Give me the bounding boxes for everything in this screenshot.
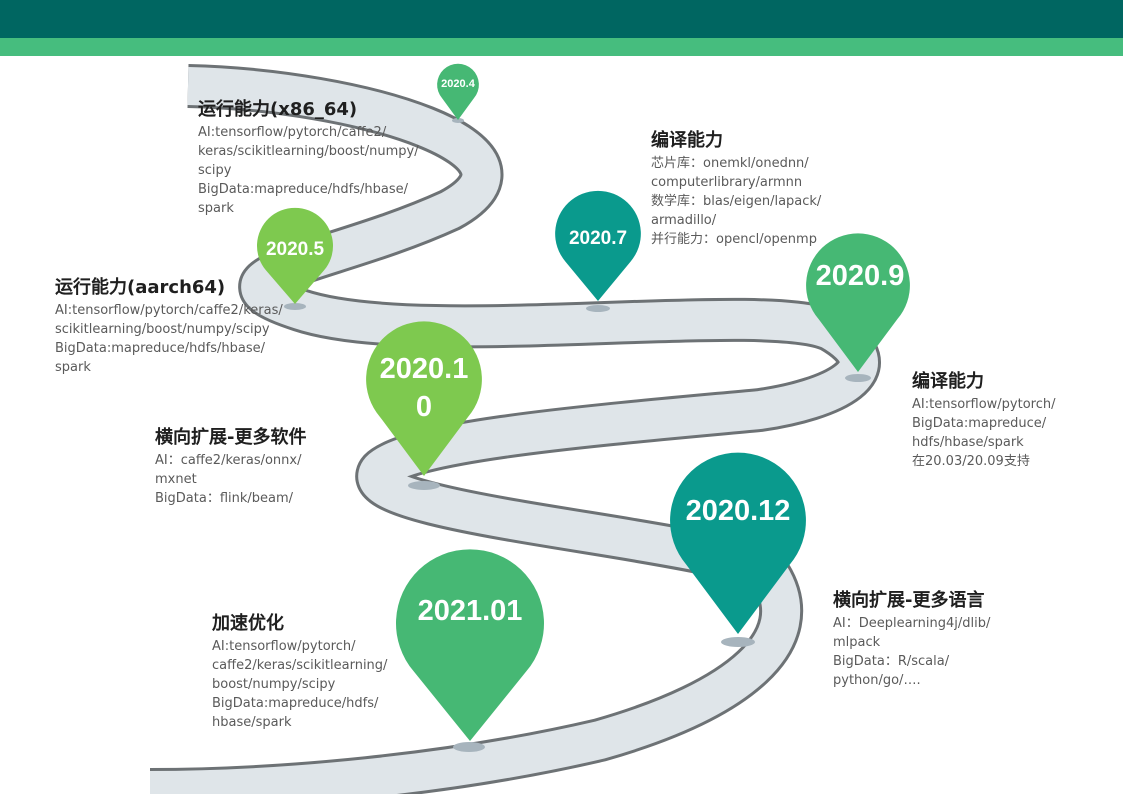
note-acceleration: 加速优化 AI:tensorflow/pytorch/ caffe2/keras…: [212, 613, 387, 732]
pin-shadow: [586, 305, 610, 312]
note-title: 横向扩展-更多语言: [833, 590, 985, 611]
milestone-pin-2020-5: 2020.5: [257, 207, 333, 304]
pin-shadow: [721, 637, 755, 647]
pin-shadow: [453, 742, 485, 752]
note-line: BigData:mapreduce/hdfs/hbase/: [198, 182, 408, 197]
milestone-label: 2020.7: [568, 228, 628, 249]
milestone-pin-2020-12: 2020.12: [670, 452, 806, 634]
note-line: BigData：R/scala/: [833, 654, 950, 669]
note-compile-libs: 编译能力 芯片库：onemkl/onednn/ computerlibrary/…: [651, 130, 821, 249]
note-line: scipy: [198, 163, 232, 178]
note-line: 并行能力：opencl/openmp: [651, 232, 817, 247]
note-line: BigData:mapreduce/hdfs/: [212, 696, 379, 711]
pin-shadow: [284, 303, 306, 310]
note-title: 加速优化: [212, 613, 284, 634]
note-runtime-x86: 运行能力(x86_64) AI:tensorflow/pytorch/caffe…: [198, 99, 419, 218]
note-runtime-aarch64: 运行能力(aarch64) AI:tensorflow/pytorch/caff…: [55, 277, 283, 377]
pin-shadow: [452, 118, 464, 123]
note-line: BigData：flink/beam/: [155, 491, 294, 506]
milestone-label: 2020.4: [441, 78, 475, 90]
note-line: AI:tensorflow/pytorch/: [912, 397, 1056, 412]
milestone-pin-2020-4: 2020.4: [437, 63, 479, 120]
note-title: 横向扩展-更多软件: [155, 427, 307, 448]
note-title: 编译能力: [651, 130, 723, 151]
pin-shadow: [408, 481, 440, 490]
milestone-label: 2020.5: [265, 239, 325, 260]
note-line: mxnet: [155, 472, 197, 487]
note-title: 运行能力(aarch64): [55, 277, 226, 298]
note-scale-languages: 横向扩展-更多语言 AI：Deeplearning4j/dlib/ mlpack…: [833, 590, 990, 690]
note-line: python/go/….: [833, 673, 921, 688]
milestone-pin-2020-7: 2020.7: [555, 190, 641, 301]
note-line: spark: [198, 201, 234, 216]
milestone-pin-2020-10: 2020.10: [366, 321, 482, 476]
pin-shadow: [845, 374, 871, 382]
note-line: 芯片库：onemkl/onednn/: [651, 156, 809, 171]
milestone-label: 2020.9: [815, 260, 905, 292]
note-line: scikitlearning/boost/numpy/scipy: [55, 322, 270, 337]
milestone-pin-2020-9: 2020.9: [806, 233, 910, 372]
note-line: BigData:mapreduce/: [912, 416, 1047, 431]
note-line: boost/numpy/scipy: [212, 677, 336, 692]
note-line: BigData:mapreduce/hdfs/hbase/: [55, 341, 265, 356]
note-line: AI：Deeplearning4j/dlib/: [833, 616, 991, 631]
note-line: spark: [55, 360, 91, 375]
milestone-label: 2020.12: [685, 495, 791, 527]
milestone-label: 2021.01: [417, 595, 523, 627]
note-line: AI:tensorflow/pytorch/: [212, 639, 356, 654]
header-band: [0, 0, 1123, 38]
note-line: 数学库：blas/eigen/lapack/: [651, 194, 822, 209]
milestone-pin-2021-01: 2021.01: [396, 549, 544, 741]
note-line: hdfs/hbase/spark: [912, 435, 1024, 450]
note-line: AI:tensorflow/pytorch/caffe2/: [198, 125, 387, 140]
note-compile-frameworks: 编译能力 AI:tensorflow/pytorch/ BigData:mapr…: [912, 371, 1056, 471]
header-accent-band: [0, 38, 1123, 56]
note-title: 运行能力(x86_64): [198, 99, 358, 120]
note-line: hbase/spark: [212, 715, 292, 730]
note-line: 在20.03/20.09支持: [912, 454, 1030, 469]
note-line: armadillo/: [651, 213, 717, 228]
note-title: 编译能力: [912, 371, 984, 392]
road-surface: [149, 67, 878, 794]
note-line: AI:tensorflow/pytorch/caffe2/keras/: [55, 303, 283, 318]
note-line: keras/scikitlearning/boost/numpy/: [198, 144, 419, 159]
note-line: mlpack: [833, 635, 881, 650]
milestone-label: 2020.10: [379, 353, 469, 423]
note-line: computerlibrary/armnn: [651, 175, 803, 190]
note-line: caffe2/keras/scikitlearning/: [212, 658, 388, 673]
note-scale-software: 横向扩展-更多软件 AI：caffe2/keras/onnx/ mxnet Bi…: [155, 427, 306, 508]
note-line: AI：caffe2/keras/onnx/: [155, 453, 302, 468]
